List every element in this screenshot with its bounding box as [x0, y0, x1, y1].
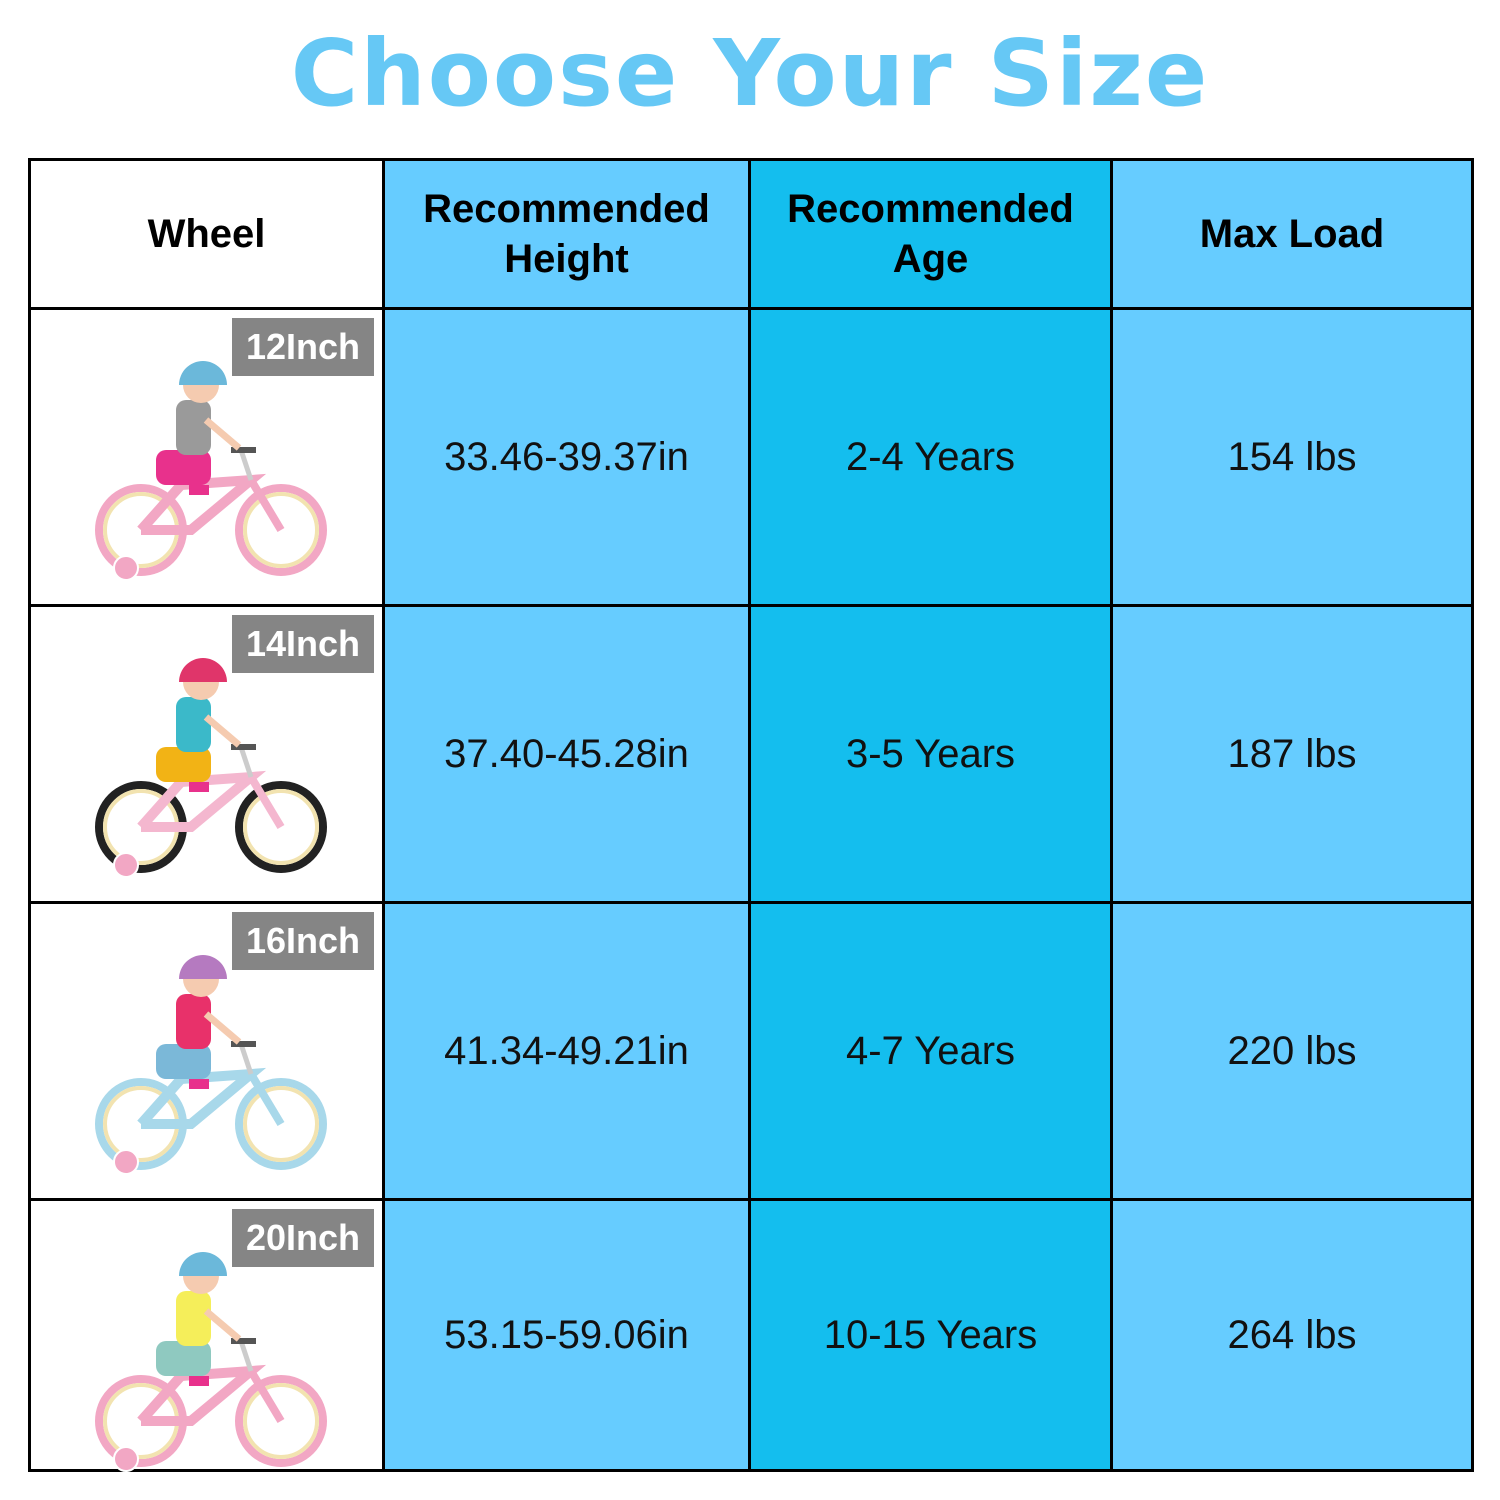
recommended-age-value: 3-5 Years — [751, 607, 1113, 904]
recommended-height-value: 41.34-49.21in — [385, 904, 751, 1201]
wheel-size-badge: 20Inch — [231, 1209, 374, 1267]
size-table: Wheel Recommended Height Recommended Age… — [28, 158, 1474, 1472]
wheel-cell: 12Inch — [31, 310, 385, 607]
max-load-value: 264 lbs — [1113, 1201, 1471, 1469]
max-load-value: 187 lbs — [1113, 607, 1471, 904]
wheel-cell: 14Inch — [31, 607, 385, 904]
header-age: Recommended Age — [751, 161, 1113, 310]
recommended-age-value: 2-4 Years — [751, 310, 1113, 607]
header-height: Recommended Height — [385, 161, 751, 310]
recommended-height-value: 37.40-45.28in — [385, 607, 751, 904]
child-on-bike-illustration — [95, 658, 327, 878]
recommended-height-value: 33.46-39.37in — [385, 310, 751, 607]
wheel-size-badge: 14Inch — [231, 615, 374, 673]
recommended-age-value: 10-15 Years — [751, 1201, 1113, 1469]
wheel-size-badge: 12Inch — [231, 318, 374, 376]
recommended-height-value: 53.15-59.06in — [385, 1201, 751, 1469]
wheel-cell: 20Inch — [31, 1201, 385, 1472]
child-on-bike-illustration — [95, 955, 327, 1175]
header-wheel: Wheel — [31, 161, 385, 310]
wheel-size-badge: 16Inch — [231, 912, 374, 970]
max-load-value: 220 lbs — [1113, 904, 1471, 1201]
max-load-value: 154 lbs — [1113, 310, 1471, 607]
child-on-bike-illustration — [95, 361, 327, 581]
header-max-load: Max Load — [1113, 161, 1471, 310]
child-on-bike-illustration — [95, 1252, 327, 1472]
wheel-cell: 16Inch — [31, 904, 385, 1201]
page-title: Choose Your Size — [290, 20, 1210, 127]
recommended-age-value: 4-7 Years — [751, 904, 1113, 1201]
